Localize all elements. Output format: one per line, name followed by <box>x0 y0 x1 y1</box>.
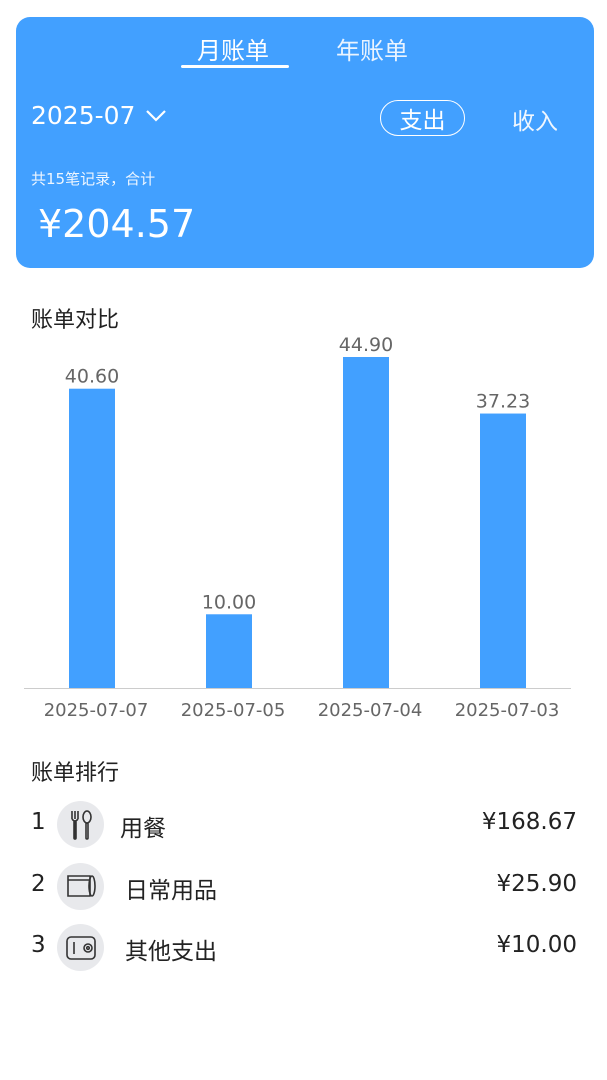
tab-yearly[interactable]: 年账单 <box>336 37 408 65</box>
data-label: 40.60 <box>65 366 119 388</box>
x-tick-label: 2025-07-05 <box>181 700 286 721</box>
ranking-title: 账单排行 <box>31 761 120 786</box>
bar <box>206 614 252 688</box>
bar <box>480 413 526 688</box>
month-value: 2025-07 <box>31 101 136 130</box>
expense-toggle[interactable]: 支出 <box>380 100 465 136</box>
category-amount: ¥10.00 <box>496 932 577 958</box>
tissue-roll-icon <box>57 863 104 910</box>
data-label: 44.90 <box>339 334 393 356</box>
month-picker[interactable]: 2025-07 <box>31 101 167 130</box>
category-name: 其他支出 <box>125 939 217 965</box>
ranking-item[interactable]: 2 日常用品 ¥25.90 <box>0 861 607 911</box>
x-tick-label: 2025-07-03 <box>455 700 560 721</box>
category-name: 日常用品 <box>125 878 217 904</box>
bill-header-card: 月账单 年账单 2025-07 支出 收入 共15笔记录，合计 ¥204.57 <box>16 17 594 268</box>
rank-number: 1 <box>31 809 46 835</box>
compare-title: 账单对比 <box>31 308 120 333</box>
category-amount: ¥25.90 <box>496 871 577 897</box>
record-summary: 共15笔记录，合计 <box>31 170 156 188</box>
total-amount: ¥204.57 <box>38 202 196 246</box>
x-tick-label: 2025-07-07 <box>44 700 149 721</box>
income-toggle[interactable]: 收入 <box>512 109 558 135</box>
x-tick-label: 2025-07-04 <box>318 700 423 721</box>
data-label: 37.23 <box>476 391 530 413</box>
bill-compare-chart: 40.60 2025-07-07 10.00 2025-07-05 44.90 2025-… <box>24 334 571 721</box>
fork-spoon-icon <box>57 801 104 848</box>
bar <box>343 357 389 688</box>
rank-number: 3 <box>31 932 46 958</box>
rank-number: 2 <box>31 871 46 897</box>
category-name: 用餐 <box>120 816 166 842</box>
ranking-item[interactable]: 3 其他支出 ¥10.00 <box>0 922 607 972</box>
category-amount: ¥168.67 <box>481 809 577 835</box>
chevron-down-icon <box>146 109 167 122</box>
ranking-item[interactable]: 1 用餐 ¥168.67 <box>0 799 607 849</box>
wallet-icon <box>57 924 104 971</box>
data-label: 10.00 <box>202 591 256 613</box>
bar <box>69 388 115 688</box>
tab-monthly[interactable]: 月账单 <box>197 37 269 65</box>
active-tab-indicator <box>181 65 289 68</box>
